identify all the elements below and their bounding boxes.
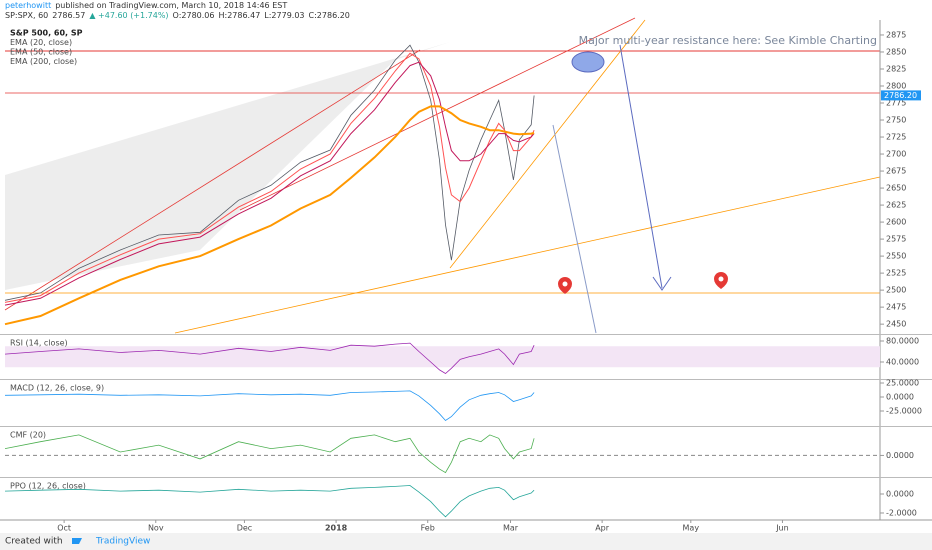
x-tick-label: 2018 [325, 524, 348, 533]
legend-entry: EMA (50, close) [10, 48, 72, 57]
y-tick-label: 2750 [886, 116, 906, 125]
series-line [4, 485, 535, 518]
series-line [4, 434, 535, 474]
legend-entry: S&P 500, 60, SP [10, 29, 83, 38]
y-tick-label: 2650 [886, 184, 906, 193]
y-tick-label: 2775 [886, 99, 906, 108]
series-line [4, 61, 535, 306]
pane-title: MACD (12, 26, close, 9) [10, 384, 104, 393]
publish-line: peterhowitt published on TradingView.com,… [5, 1, 291, 10]
pane-title: PPO (12, 26, close) [10, 482, 86, 491]
low: L:2779.03 [264, 11, 305, 20]
last-price-label: 2786.20 [884, 91, 917, 100]
series-line [4, 52, 535, 303]
x-tick-label: May [683, 524, 700, 533]
published: published on TradingView.com, March 10, … [55, 1, 288, 10]
y-tick-label: 2575 [886, 235, 906, 244]
y-tick-label: -2.0000 [886, 508, 917, 517]
footer-text: Created with [5, 537, 63, 547]
y-tick-label: 2450 [886, 320, 906, 329]
highlight [571, 51, 605, 73]
y-tick-label: -25.0000 [886, 407, 922, 416]
high: H:2786.47 [218, 11, 261, 20]
y-tick-label: 2875 [886, 30, 906, 39]
rsi-band [5, 346, 880, 368]
y-tick-label: 0.0000 [886, 489, 914, 498]
x-tick-label: Dec [237, 524, 252, 533]
y-tick-label: 25.0000 [886, 379, 919, 388]
arrow-head [652, 276, 672, 291]
trend-line [239, 17, 636, 211]
x-tick-label: Oct [57, 524, 71, 533]
series-line [4, 105, 535, 326]
trend-channel [5, 42, 450, 290]
y-tick-label: 2675 [886, 167, 906, 176]
annotation: Major multi-year resistance here: See Ki… [579, 34, 877, 47]
series-line [4, 342, 535, 374]
y-tick-label: 2825 [886, 64, 906, 73]
last-price-box [881, 90, 921, 101]
open: O:2780.06 [172, 11, 215, 20]
y-tick-label: 2500 [886, 286, 906, 295]
y-tick-label: 2525 [886, 269, 906, 278]
change: ▲ +47.60 (+1.74%) [89, 11, 169, 20]
pane-title: RSI (14, close) [10, 339, 68, 348]
legend-entry: EMA (20, close) [10, 38, 72, 47]
x-tick-label: Jun [775, 524, 789, 533]
trend-line [174, 176, 881, 334]
projection-line [552, 124, 597, 334]
trend-line [449, 19, 646, 269]
footer-bar [0, 533, 932, 550]
x-tick-label: Feb [421, 524, 435, 533]
x-tick-label: Nov [148, 524, 164, 533]
series-line [4, 390, 535, 422]
pane-title: CMF (20) [10, 431, 46, 440]
symbol: SP:SPX, 60 [5, 11, 49, 20]
x-tick-label: Mar [503, 524, 519, 533]
y-tick-label: 2600 [886, 218, 906, 227]
y-tick-label: 80.0000 [886, 336, 919, 345]
price: 2786.57 [52, 11, 86, 20]
logo [72, 538, 82, 544]
y-tick-label: 40.0000 [886, 357, 919, 366]
x-tick-label: Apr [595, 524, 610, 533]
author: peterhowitt [5, 1, 52, 10]
pin-dot [718, 276, 724, 282]
y-tick-label: 2475 [886, 303, 906, 312]
legend-entry: EMA (200, close) [10, 57, 77, 66]
pin-dot [562, 281, 568, 287]
y-tick-label: 2850 [886, 47, 906, 56]
y-tick-label: 2800 [886, 82, 906, 91]
y-tick-label: 2625 [886, 201, 906, 210]
y-tick-label: 2725 [886, 133, 906, 142]
close: C:2786.20 [308, 11, 350, 20]
y-tick-label: 0.0000 [886, 451, 914, 460]
y-tick-label: 0.0000 [886, 393, 914, 402]
quote-line: SP:SPX, 60 2786.57 ▲ +47.60 (+1.74%) O:2780… [5, 11, 354, 20]
footer-brand: TradingView [95, 537, 150, 547]
arrow [619, 44, 663, 289]
y-tick-label: 2550 [886, 252, 906, 261]
y-tick-label: 2700 [886, 150, 906, 159]
